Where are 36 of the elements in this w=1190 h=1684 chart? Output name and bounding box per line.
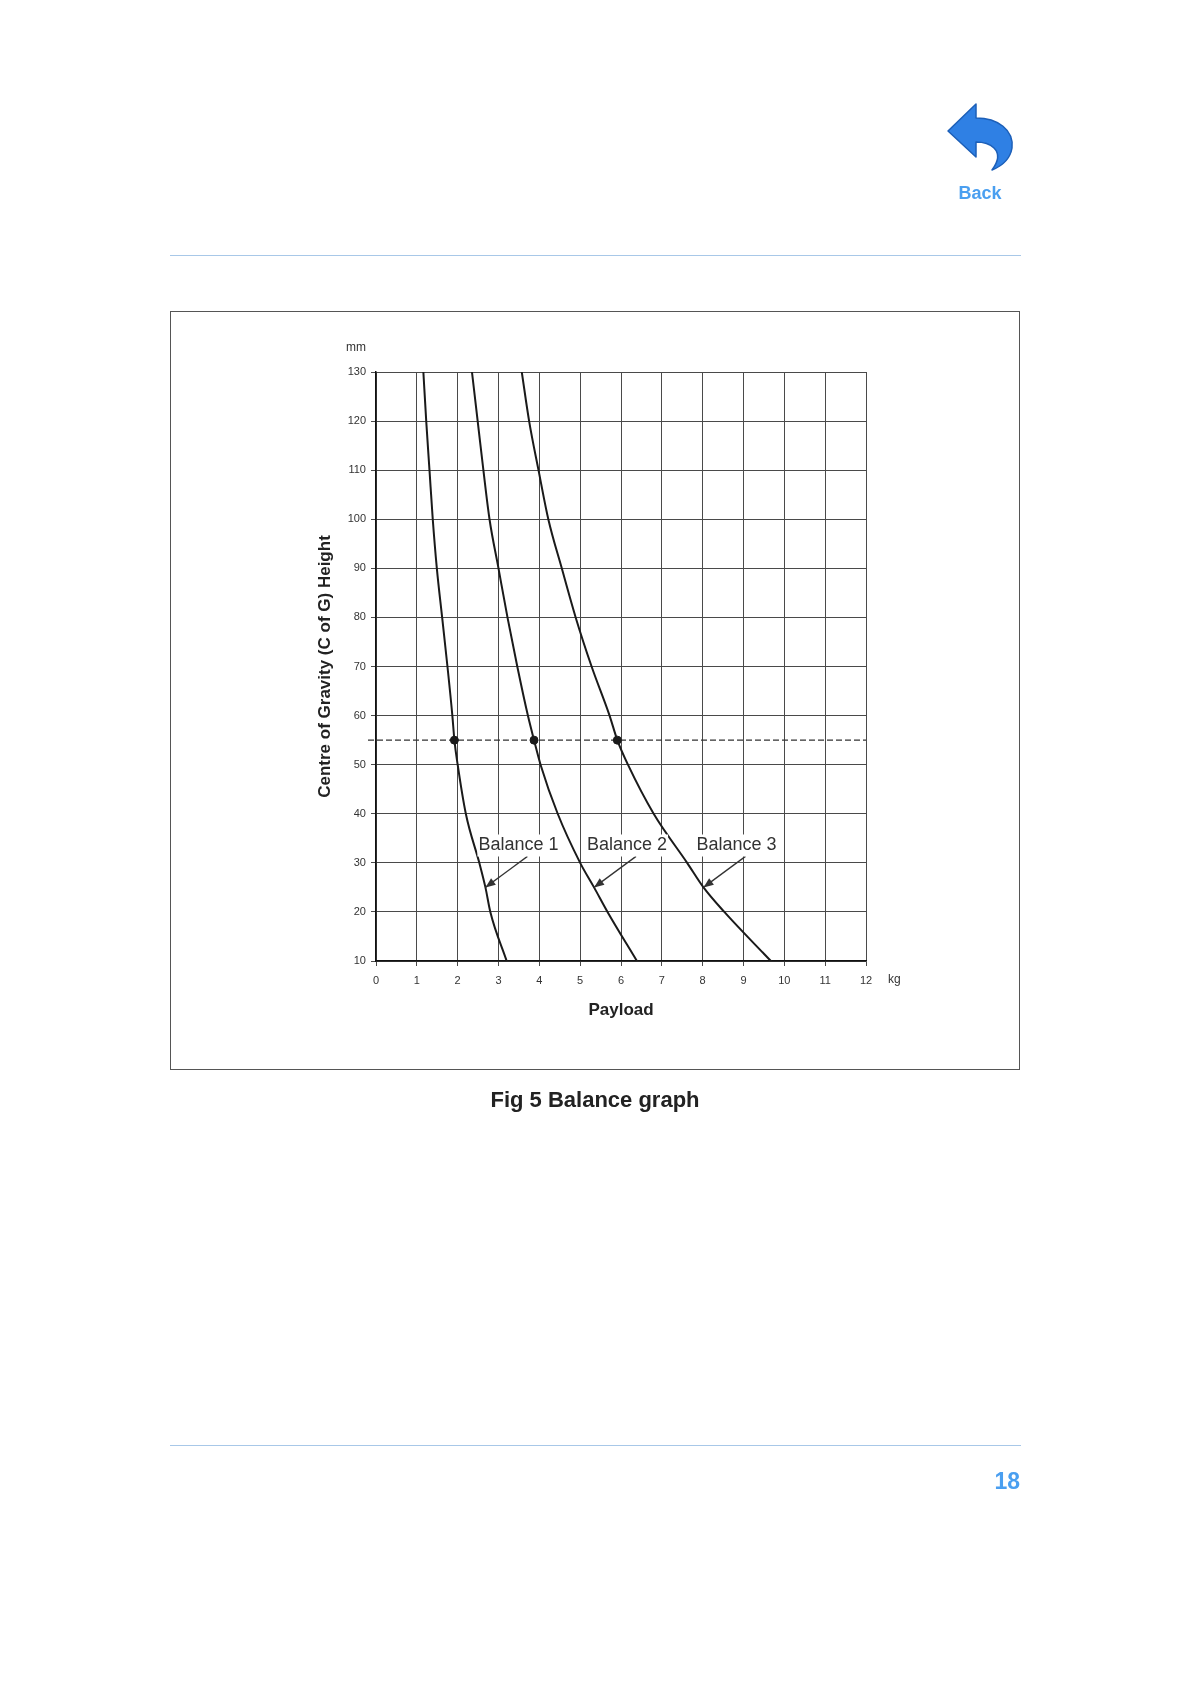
x-tick-label: 1 — [413, 973, 420, 986]
x-tick-label: 6 — [617, 973, 625, 986]
x-tick-label: 9 — [740, 973, 747, 986]
x-tick-label: 4 — [536, 973, 543, 986]
y-tick-label: 40 — [353, 806, 366, 819]
y-tick-label: 130 — [347, 365, 366, 378]
y-tick-label: 100 — [347, 512, 366, 525]
y-tick-label: 30 — [353, 855, 366, 868]
x-tick-label: 7 — [658, 973, 665, 986]
y-tick-label: 70 — [353, 659, 366, 672]
y-tick-label: 90 — [353, 561, 366, 574]
x-tick-label: 8 — [699, 973, 706, 986]
y-tick-label: 80 — [353, 610, 366, 623]
x-tick-label: 0 — [372, 973, 380, 986]
annotation: Balance 3 — [696, 834, 777, 855]
annotation: Balance 2 — [587, 834, 668, 855]
text: Back — [958, 183, 1002, 203]
y-tick-label: 10 — [353, 954, 366, 967]
x-tick-label: 11 — [819, 973, 831, 986]
y-tick-label: 50 — [353, 757, 366, 770]
caption: Fig 5 Balance graph — [490, 1087, 700, 1112]
annotation: Balance 1 — [478, 834, 559, 855]
text: kg — [888, 972, 901, 987]
y-tick-label: 110 — [348, 463, 366, 476]
x-axis-title: Payload — [588, 1000, 654, 1020]
text: mm — [346, 340, 366, 355]
y-tick-label: 120 — [347, 414, 366, 427]
x-tick-label: 12 — [859, 973, 873, 986]
y-tick-label: 20 — [353, 904, 366, 917]
x-tick-label: 3 — [495, 973, 502, 986]
text: 18 — [994, 1468, 1020, 1494]
x-tick-label: 10 — [778, 973, 791, 986]
y-tick-label: 60 — [353, 708, 366, 721]
y-axis-title: Centre of Gravity (C of G) Height — [314, 534, 334, 798]
x-tick-label: 2 — [454, 973, 461, 986]
x-tick-label: 5 — [577, 973, 584, 986]
